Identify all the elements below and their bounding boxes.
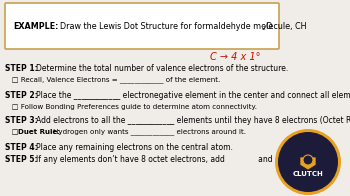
Polygon shape: [300, 157, 316, 170]
Text: STEP 3:: STEP 3:: [5, 115, 38, 124]
Text: □ Follow Bonding Preferences guide to determine atom connectivity.: □ Follow Bonding Preferences guide to de…: [5, 104, 257, 110]
Text: CLUTCH: CLUTCH: [293, 171, 323, 177]
Circle shape: [278, 132, 338, 192]
Text: Hydrogen only wants ____________ electrons around it.: Hydrogen only wants ____________ electro…: [53, 129, 246, 135]
Text: Draw the Lewis Dot Structure for formaldehyde molecule, CH: Draw the Lewis Dot Structure for formald…: [60, 22, 307, 31]
Text: EXAMPLE:: EXAMPLE:: [13, 22, 58, 31]
Text: □ Recall, Valence Electrons = ____________ of the element.: □ Recall, Valence Electrons = __________…: [5, 77, 220, 83]
Text: O.: O.: [266, 22, 274, 31]
Text: □: □: [5, 129, 21, 135]
Circle shape: [303, 155, 313, 165]
FancyBboxPatch shape: [5, 3, 279, 49]
Text: STEP 4:: STEP 4:: [5, 142, 38, 152]
Text: STEP 1:: STEP 1:: [5, 64, 38, 73]
Text: If any elements don’t have 8 octet electrons, add              and: If any elements don’t have 8 octet elect…: [36, 155, 273, 164]
Text: C → 4 x 1°: C → 4 x 1°: [210, 52, 260, 62]
Text: STEP 5:: STEP 5:: [5, 155, 38, 164]
Text: 2: 2: [261, 25, 265, 31]
Text: Add electrons to all the ____________ elements until they have 8 electrons (Octe: Add electrons to all the ____________ el…: [36, 115, 350, 124]
Text: Duet Rule:: Duet Rule:: [18, 129, 60, 135]
Circle shape: [275, 129, 341, 195]
Text: Place any remaining electrons on the central atom.: Place any remaining electrons on the cen…: [36, 142, 233, 152]
Text: STEP 2:: STEP 2:: [5, 91, 38, 100]
Text: Place the ____________ electronegative element in the center and connect all ele: Place the ____________ electronegative e…: [36, 91, 350, 100]
Text: Determine the total number of valence electrons of the structure.: Determine the total number of valence el…: [36, 64, 288, 73]
